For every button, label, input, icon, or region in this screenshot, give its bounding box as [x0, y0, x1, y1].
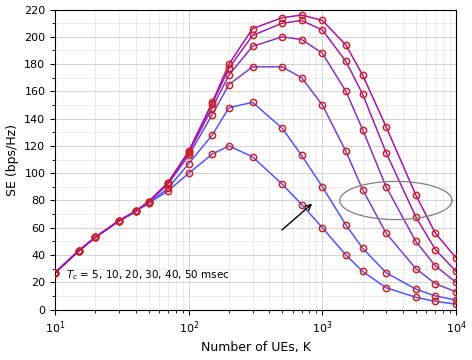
X-axis label: Number of UEs, K: Number of UEs, K — [201, 341, 311, 355]
Text: $T_c$ = 5, 10, 20, 30, 40, 50 msec: $T_c$ = 5, 10, 20, 30, 40, 50 msec — [66, 268, 229, 282]
Y-axis label: SE (bps/Hz): SE (bps/Hz) — [6, 123, 18, 195]
